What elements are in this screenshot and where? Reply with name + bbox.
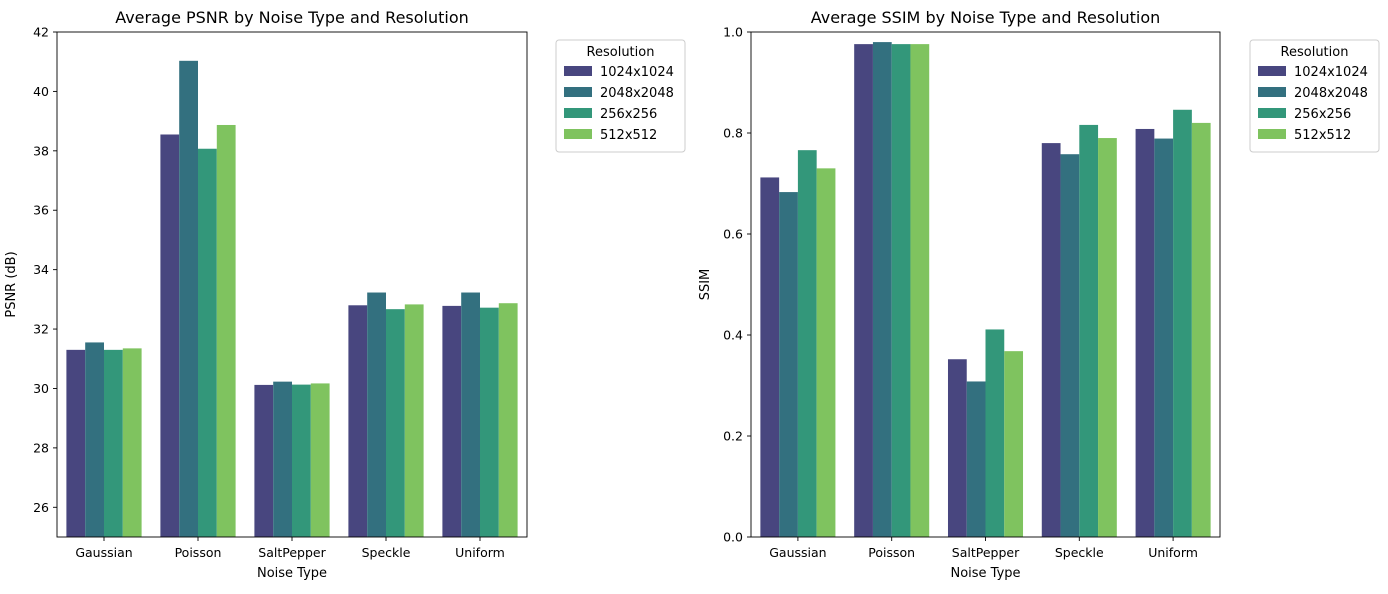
y-tick-label: 0.8: [723, 126, 743, 141]
y-tick-label: 0.0: [723, 530, 743, 545]
bar-saltpepper-256x256: [985, 329, 1005, 537]
bar-uniform-1024x1024: [442, 305, 462, 537]
legend-swatch: [1258, 108, 1286, 118]
bar-speckle-1024x1024: [1041, 143, 1061, 537]
x-tick-label: Gaussian: [769, 545, 826, 560]
bar-speckle-2048x2048: [367, 292, 386, 537]
legend-swatch: [1258, 66, 1286, 76]
bar-uniform-256x256: [1173, 109, 1192, 538]
bar-gaussian-1024x1024: [66, 349, 86, 537]
y-tick-label: 34: [33, 262, 49, 277]
chart-title: Average PSNR by Noise Type and Resolutio…: [115, 8, 469, 27]
x-tick-label: Uniform: [1148, 545, 1198, 560]
y-tick-label: 1.0: [723, 25, 743, 40]
bar-uniform-256x256: [480, 307, 499, 537]
legend-entry-label: 1024x1024: [1294, 65, 1368, 80]
x-axis-label: Noise Type: [950, 566, 1020, 581]
y-tick-label: 32: [33, 322, 49, 337]
bar-uniform-512x512: [498, 303, 518, 537]
bar-uniform-2048x2048: [1154, 138, 1174, 537]
legend-swatch: [1258, 87, 1286, 97]
y-tick-label: 42: [33, 25, 49, 40]
x-tick-label: Speckle: [362, 545, 411, 560]
bar-uniform-512x512: [1191, 122, 1211, 538]
x-tick-label: SaltPepper: [258, 545, 326, 560]
y-tick-label: 0.6: [723, 227, 743, 242]
legend-entry-label: 256x256: [1294, 107, 1351, 122]
bar-gaussian-512x512: [816, 168, 836, 537]
bar-gaussian-2048x2048: [85, 342, 104, 537]
y-tick-label: 38: [33, 143, 49, 158]
x-tick-label: Poisson: [175, 545, 222, 560]
bar-saltpepper-2048x2048: [273, 381, 292, 537]
x-axis-label: Noise Type: [257, 566, 327, 581]
bar-saltpepper-1024x1024: [254, 384, 274, 537]
bar-poisson-2048x2048: [179, 60, 198, 538]
bar-poisson-512x512: [910, 44, 930, 538]
x-tick-label: SaltPepper: [952, 545, 1020, 560]
x-tick-label: Speckle: [1055, 545, 1104, 560]
legend: Resolution 1024x1024 2048x2048 256x256 512x5…: [1249, 39, 1380, 153]
chart-ssim: 0.0 0.2 0.4 0.6 0.8 1.0 Gaussian Poisson SaltPep…: [698, 8, 1380, 581]
bar-speckle-512x512: [404, 304, 424, 537]
bar-gaussian-256x256: [104, 349, 123, 537]
bar-speckle-256x256: [1079, 124, 1099, 538]
legend-entry-label: 256x256: [600, 107, 657, 122]
legend: Resolution 1024x1024 2048x2048 256x256 512x5…: [555, 39, 686, 153]
bar-poisson-2048x2048: [872, 42, 892, 537]
y-tick-label: 0.4: [723, 328, 743, 343]
bar-speckle-256x256: [386, 309, 405, 537]
y-tick-label: 28: [33, 440, 49, 455]
bar-saltpepper-1024x1024: [947, 359, 967, 537]
legend-title: Resolution: [1281, 45, 1349, 60]
bar-poisson-1024x1024: [854, 44, 873, 538]
bar-gaussian-256x256: [797, 150, 817, 538]
legend-title: Resolution: [587, 45, 655, 60]
bar-saltpepper-256x256: [292, 384, 311, 537]
x-tick-label: Uniform: [455, 545, 505, 560]
bar-gaussian-2048x2048: [779, 192, 798, 537]
legend-swatch: [564, 129, 592, 139]
bar-speckle-1024x1024: [348, 305, 368, 537]
y-tick-label: 26: [33, 500, 49, 515]
legend-swatch: [1258, 129, 1286, 139]
chart-title: Average SSIM by Noise Type and Resolutio…: [811, 8, 1161, 27]
y-tick-label: 36: [33, 203, 49, 218]
legend-entry-label: 2048x2048: [600, 86, 674, 101]
bar-gaussian-1024x1024: [760, 177, 780, 537]
bar-poisson-1024x1024: [160, 134, 180, 538]
legend-entry-label: 2048x2048: [1294, 86, 1368, 101]
bar-uniform-2048x2048: [461, 292, 480, 537]
bar-poisson-512x512: [216, 124, 236, 537]
bar-speckle-512x512: [1098, 138, 1117, 538]
x-tick-label: Poisson: [868, 545, 915, 560]
y-tick-label: 40: [33, 84, 49, 99]
bar-poisson-256x256: [198, 148, 217, 538]
bar-saltpepper-512x512: [310, 383, 330, 537]
legend-swatch: [564, 108, 592, 118]
y-axis-label: PSNR (dB): [4, 251, 19, 317]
bar-poisson-256x256: [891, 44, 911, 538]
bar-speckle-2048x2048: [1060, 154, 1080, 537]
x-tick-label: Gaussian: [75, 545, 132, 560]
bar-saltpepper-512x512: [1004, 351, 1024, 537]
y-tick-label: 0.2: [723, 429, 743, 444]
bar-uniform-1024x1024: [1135, 128, 1155, 537]
bar-saltpepper-2048x2048: [966, 381, 986, 537]
legend-entry-label: 512x512: [1294, 128, 1351, 143]
bar-gaussian-512x512: [122, 348, 142, 537]
legend-swatch: [564, 87, 592, 97]
legend-entry-label: 1024x1024: [600, 65, 674, 80]
y-axis-label: SSIM: [698, 269, 713, 301]
legend-entry-label: 512x512: [600, 128, 657, 143]
y-tick-label: 30: [33, 381, 49, 396]
legend-swatch: [564, 66, 592, 76]
chart-psnr: 26 28 30 32 34 36 38 40 42 Gaussian Poisson SaltPep…: [4, 8, 686, 581]
